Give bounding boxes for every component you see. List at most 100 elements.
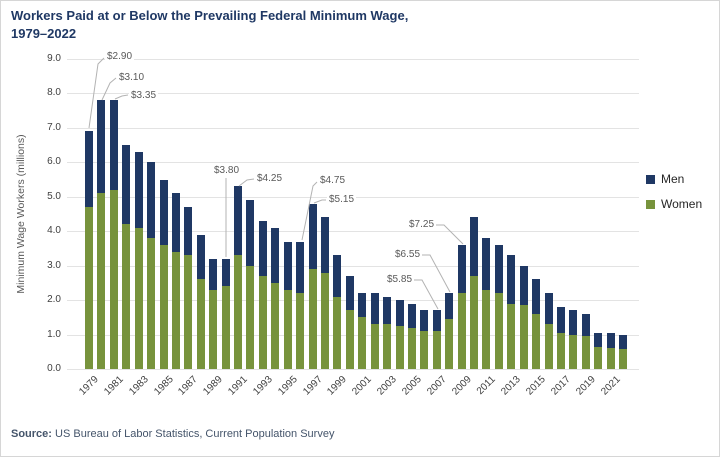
bar-segment-men-1989: [209, 258, 217, 290]
bar-segment-women-2018: [569, 334, 577, 369]
bar-segment-women-1998: [321, 272, 329, 369]
bar-segment-men-1999: [333, 255, 341, 297]
gridline: [67, 93, 639, 94]
bar-segment-women-1981: [110, 189, 118, 369]
y-tick-label: 1.0: [47, 329, 61, 340]
bar-segment-women-2011: [482, 289, 490, 369]
bar-segment-women-1982: [122, 224, 130, 369]
bar-segment-men-1981: [110, 100, 118, 190]
bar-segment-women-2015: [532, 313, 540, 369]
bar-segment-men-2014: [520, 265, 528, 306]
bar-segment-men-2007: [433, 310, 441, 332]
bar-segment-men-1980: [97, 100, 105, 194]
legend-label-men: Men: [661, 172, 685, 186]
bar-segment-men-2006: [420, 310, 428, 332]
bar-segment-men-1995: [284, 241, 292, 290]
bar-segment-women-1999: [333, 296, 341, 369]
bar-segment-men-2020: [594, 332, 602, 348]
source-label: Source:: [11, 428, 52, 440]
bar-segment-women-2017: [557, 332, 565, 369]
bar-segment-women-2000: [346, 310, 354, 369]
bar-segment-women-2020: [594, 347, 602, 369]
bar-segment-men-2013: [507, 255, 515, 304]
bar-segment-women-2014: [520, 305, 528, 369]
bar-segment-women-1983: [135, 227, 143, 369]
bar-segment-men-2010: [470, 217, 478, 276]
annotation-label-2007: $5.85: [385, 274, 415, 285]
bar-segment-men-2001: [358, 293, 366, 318]
bar-segment-women-1985: [160, 245, 168, 369]
bar-segment-women-1992: [246, 265, 254, 369]
y-axis-title: Minimum Wage Workers (millions): [15, 134, 27, 294]
y-tick-label: 3.0: [47, 260, 61, 271]
bar-segment-women-2007: [433, 331, 441, 369]
bar-segment-men-2005: [408, 303, 416, 328]
bar-segment-men-1997: [309, 203, 317, 270]
gridline: [67, 128, 639, 129]
bar-segment-men-1988: [197, 234, 205, 280]
annotation-leader-2009: [434, 224, 464, 245]
bar-segment-women-2002: [371, 324, 379, 369]
bar-segment-men-1979: [85, 131, 93, 208]
bar-segment-men-1993: [259, 220, 267, 276]
bar-segment-women-2013: [507, 303, 515, 369]
bar-segment-women-1979: [85, 207, 93, 369]
bar-segment-women-1996: [296, 293, 304, 369]
bar-segment-men-1998: [321, 217, 329, 273]
bar-segment-men-1985: [160, 179, 168, 245]
gridline: [67, 266, 639, 267]
legend-swatch-women-icon: [646, 199, 655, 209]
bar-segment-men-2017: [557, 307, 565, 333]
bar-segment-men-2018: [569, 310, 577, 335]
bar-segment-women-1990: [222, 286, 230, 369]
bar-segment-women-1988: [197, 279, 205, 369]
bar-segment-women-2021: [607, 347, 615, 369]
bar-segment-women-2009: [458, 293, 466, 369]
legend-item-men: Men: [646, 172, 684, 186]
bar-segment-women-2008: [445, 319, 453, 369]
bar-segment-men-1994: [271, 227, 279, 283]
chart-title: Workers Paid at or Below the Prevailing …: [11, 7, 408, 43]
legend-label-women: Women: [661, 197, 703, 211]
gridline: [67, 369, 639, 370]
y-tick-label: 0.0: [47, 363, 61, 374]
legend-item-women: Women: [646, 197, 702, 211]
bar-segment-men-2012: [495, 245, 503, 294]
bar-segment-women-1984: [147, 238, 155, 369]
bar-segment-women-1997: [309, 269, 317, 369]
bar-segment-men-2016: [545, 293, 553, 325]
bar-segment-women-2016: [545, 324, 553, 369]
y-tick-label: 7.0: [47, 122, 61, 133]
bar-segment-men-1996: [296, 241, 304, 294]
bar-segment-women-2019: [582, 336, 590, 369]
bar-segment-men-1983: [135, 152, 143, 228]
bar-segment-women-1987: [184, 255, 192, 369]
bar-segment-women-2022: [619, 349, 627, 369]
bar-segment-women-1989: [209, 289, 217, 369]
bar-segment-men-2000: [346, 276, 354, 311]
bar-segment-women-1991: [234, 255, 242, 369]
annotation-label-1990: $3.80: [212, 165, 242, 176]
bar-segment-men-2019: [582, 313, 590, 337]
annotation-leader-1980: [101, 77, 117, 101]
bar-segment-women-2001: [358, 317, 366, 369]
bar-segment-men-2004: [396, 300, 404, 326]
annotation-label-2008: $6.55: [393, 249, 423, 260]
chart-title-line1: Workers Paid at or Below the Prevailing …: [11, 8, 409, 23]
bar-segment-men-2015: [532, 279, 540, 314]
bar-segment-men-1987: [184, 207, 192, 256]
bar-segment-women-1993: [259, 276, 267, 369]
y-tick-label: 9.0: [47, 53, 61, 64]
bar-segment-men-2011: [482, 238, 490, 290]
y-tick-label: 6.0: [47, 156, 61, 167]
annotation-label-1980: $3.10: [117, 72, 147, 83]
bar-segment-women-2010: [470, 276, 478, 369]
bar-segment-women-1995: [284, 289, 292, 369]
annotation-leader-1997: [313, 199, 326, 204]
bar-segment-men-2022: [619, 334, 627, 349]
annotation-label-1997: $5.15: [327, 194, 357, 205]
y-tick-label: 2.0: [47, 294, 61, 305]
bar-segment-men-1991: [234, 186, 242, 256]
bar-segment-men-1984: [147, 162, 155, 239]
